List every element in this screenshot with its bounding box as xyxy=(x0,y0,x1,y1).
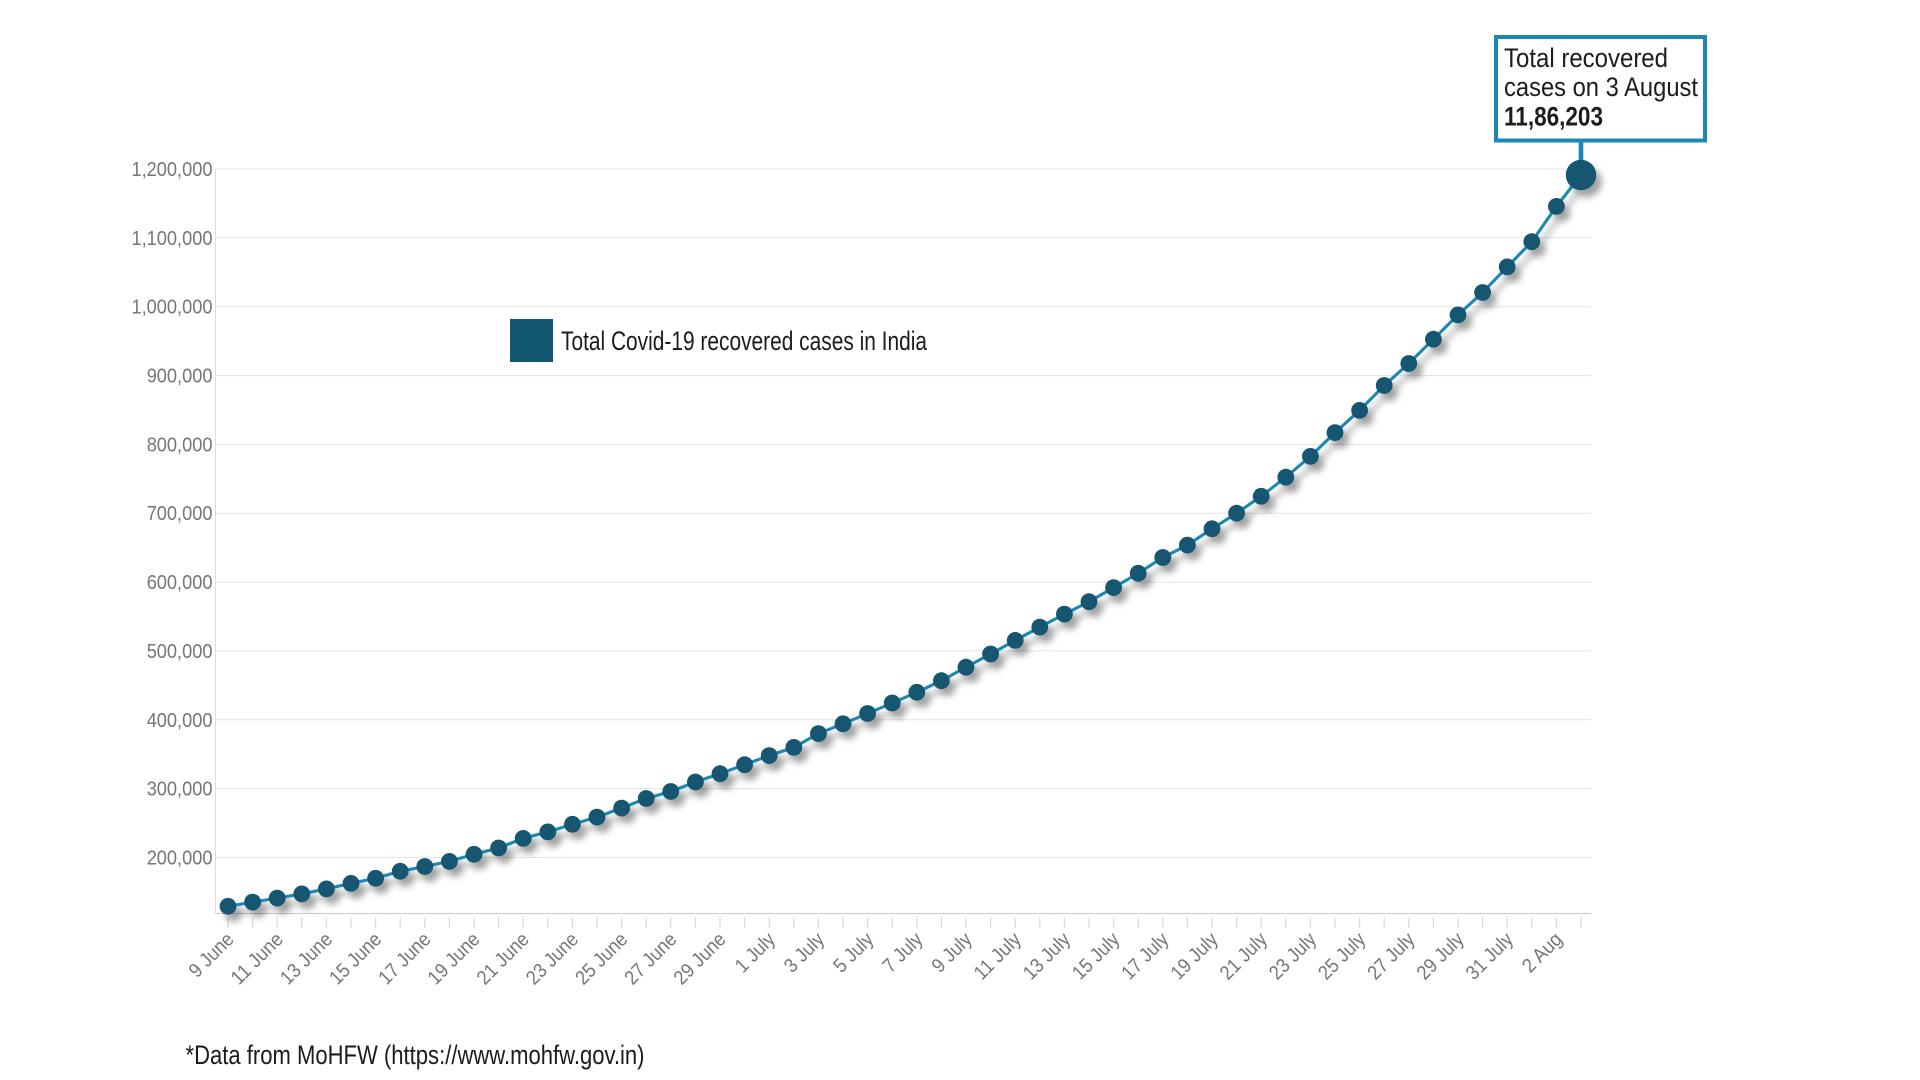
svg-text:Total Covid-19 recovered cases: Total Covid-19 recovered cases in India xyxy=(561,326,927,356)
svg-text:1,200,000: 1,200,000 xyxy=(132,159,213,181)
svg-text:500,000: 500,000 xyxy=(147,641,213,663)
svg-text:700,000: 700,000 xyxy=(147,503,213,525)
svg-text:800,000: 800,000 xyxy=(147,434,213,456)
svg-text:Total recovered: Total recovered xyxy=(1504,43,1668,73)
svg-text:400,000: 400,000 xyxy=(147,710,213,732)
svg-text:cases on 3 August: cases on 3 August xyxy=(1504,72,1699,102)
svg-text:1,000,000: 1,000,000 xyxy=(132,297,213,319)
svg-text:300,000: 300,000 xyxy=(147,779,213,801)
svg-text:600,000: 600,000 xyxy=(147,572,213,594)
svg-text:200,000: 200,000 xyxy=(147,848,213,870)
svg-text:1,100,000: 1,100,000 xyxy=(132,228,213,250)
svg-text:*Data from MoHFW (https://www.: *Data from MoHFW (https://www.mohfw.gov.… xyxy=(186,1040,645,1070)
svg-text:11,86,203: 11,86,203 xyxy=(1504,101,1603,131)
svg-text:900,000: 900,000 xyxy=(147,366,213,388)
